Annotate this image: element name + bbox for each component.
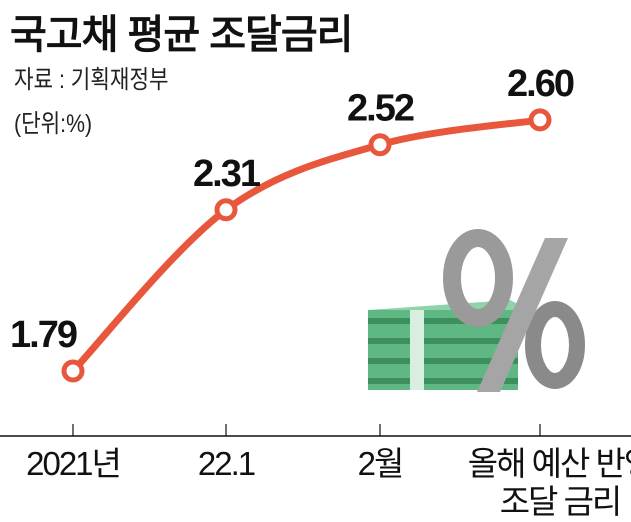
data-label: 2.52	[347, 88, 414, 130]
x-tick-label: 올해 예산 반영	[468, 445, 631, 482]
money-percent-illustration	[368, 229, 585, 392]
x-tick-label: 22.1	[198, 445, 255, 482]
data-point	[61, 359, 85, 383]
data-label: 2.60	[507, 63, 574, 105]
data-label: 1.79	[10, 314, 77, 356]
data-point	[368, 133, 392, 157]
x-tick-label: 조달 금리	[500, 483, 621, 520]
series-line	[69, 116, 544, 375]
chart-title: 국고채 평균 조달금리	[10, 13, 353, 57]
x-tick-label: 2021년	[26, 445, 120, 482]
unit-label: (단위:%)	[14, 110, 93, 138]
x-tick-label: 2월	[358, 445, 403, 482]
data-label: 2.31	[193, 153, 261, 195]
data-point	[528, 108, 552, 132]
data-point	[214, 198, 238, 222]
percent-sign-icon	[443, 229, 585, 392]
source-label: 자료 : 기획재정부	[14, 66, 169, 94]
